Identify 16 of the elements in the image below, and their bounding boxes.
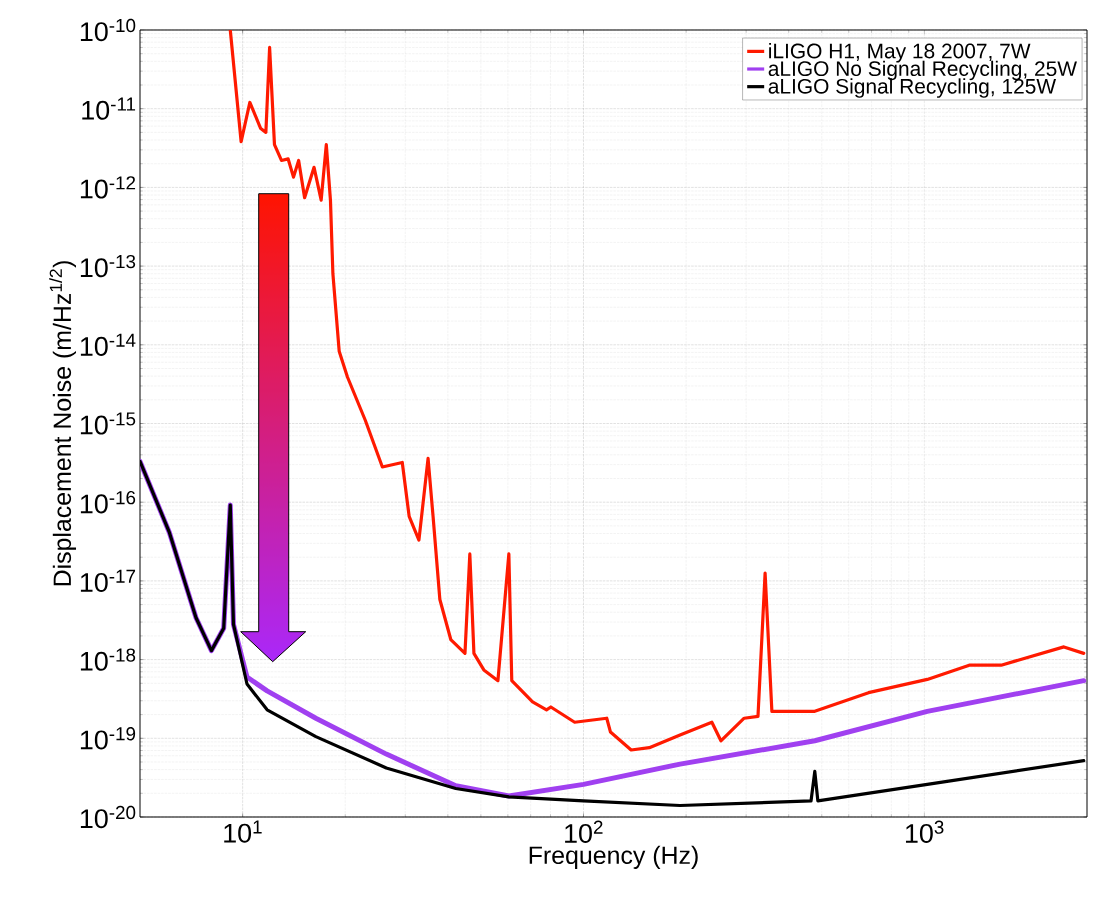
x-axis-title: Frequency (Hz) [529, 845, 698, 869]
y-axis-title: Displacement Noise (m/Hz$^{1/2}$) [49, 261, 77, 586]
y-tick-label: 10$^{-13}$ [80, 254, 136, 278]
y-tick-label: 10$^{-10}$ [80, 18, 136, 42]
y-tick-label: 10$^{-19}$ [80, 727, 136, 750]
y-tick-label: 10$^{-14}$ [80, 333, 136, 356]
y-tick-label: 10$^{-17}$ [80, 569, 136, 593]
y-tick-label: 10$^{-12}$ [80, 176, 136, 199]
x-tick-label: 10$^{1}$ [224, 820, 262, 843]
y-tick-label: 10$^{-18}$ [80, 648, 136, 671]
y-tick-label: 10$^{-20}$ [80, 805, 136, 829]
y-tick-label: 10$^{-16}$ [80, 491, 136, 514]
y-tick-label: 10$^{-11}$ [82, 97, 136, 120]
y-tick-label: 10$^{-15}$ [80, 412, 136, 435]
x-tick-label: 10$^{2}$ [565, 820, 603, 843]
x-tick-label: 10$^{3}$ [905, 820, 944, 843]
